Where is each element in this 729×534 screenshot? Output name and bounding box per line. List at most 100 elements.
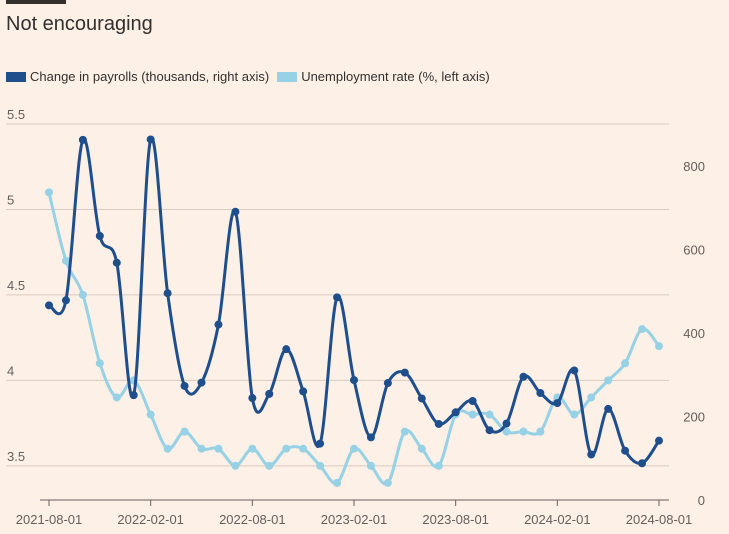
data-point-unemployment [468,410,477,419]
data-point-unemployment [417,444,426,453]
chart-legend: Change in payrolls (thousands, right axi… [6,69,490,84]
data-point-payrolls [316,439,325,448]
data-point-payrolls [587,450,596,459]
data-point-unemployment [519,427,528,436]
data-point-payrolls [163,289,172,298]
data-point-unemployment [434,461,443,470]
data-point-payrolls [451,408,460,417]
data-point-unemployment [146,410,155,419]
data-point-payrolls [366,433,375,442]
data-point-unemployment [366,461,375,470]
data-point-payrolls [231,207,240,216]
data-point-unemployment [383,478,392,487]
data-point-payrolls [197,378,206,387]
data-point-payrolls [468,396,477,405]
data-point-payrolls [638,459,647,468]
y-right-tick-label: 800 [683,159,705,174]
data-point-payrolls [78,135,87,144]
data-point-payrolls [214,320,223,329]
data-point-unemployment [112,393,121,402]
y-left-tick-label: 3.5 [7,449,25,464]
brand-bar [6,0,66,4]
data-point-unemployment [485,410,494,419]
data-point-payrolls [604,404,613,413]
data-point-unemployment [45,188,53,197]
data-point-payrolls [383,379,392,388]
data-point-payrolls [265,389,274,398]
data-point-unemployment [587,393,596,402]
legend-swatch-payrolls [6,71,26,82]
data-point-unemployment [350,444,358,453]
data-point-payrolls [553,399,562,408]
data-point-unemployment [655,342,663,351]
legend-label-unemployment: Unemployment rate (%, left axis) [301,69,490,84]
legend-label-payrolls: Change in payrolls (thousands, right axi… [30,69,270,84]
series-line-unemployment [47,190,661,486]
data-point-payrolls [146,135,155,144]
y-left-tick-label: 4.5 [7,278,25,293]
x-tick-label: 2024-02-01 [524,512,591,527]
data-point-payrolls [502,419,511,428]
y-left-tick-label: 5 [7,192,14,207]
data-point-payrolls [112,258,121,267]
y-right-tick-label: 400 [683,326,705,341]
x-tick-label: 2023-08-01 [422,512,489,527]
legend-swatch-unemployment [277,71,298,82]
data-point-unemployment [282,444,291,453]
data-point-payrolls [180,381,189,390]
data-point-unemployment [214,444,223,453]
data-point-unemployment [621,359,630,368]
data-point-payrolls [248,394,257,403]
data-point-unemployment [197,444,206,453]
data-point-payrolls [621,446,630,455]
series-line-payrolls [47,136,661,466]
y-left-tick-label: 4 [7,363,14,378]
data-point-payrolls [536,389,545,398]
data-point-payrolls [434,419,443,428]
data-point-unemployment [604,376,613,385]
data-point-unemployment [299,444,308,453]
y-right-tick-label: 600 [683,242,705,257]
x-tick-label: 2023-02-01 [321,512,388,527]
data-point-unemployment [638,325,647,334]
data-point-payrolls [282,345,291,354]
data-point-payrolls [95,231,104,240]
legend-item-unemployment: Unemployment rate (%, left axis) [277,69,490,84]
data-point-unemployment [333,478,342,487]
y-right-tick-label: 200 [683,409,705,424]
data-point-unemployment [248,444,257,453]
data-point-unemployment [180,427,189,436]
data-point-payrolls [417,394,426,403]
data-point-payrolls [400,368,409,377]
data-point-payrolls [655,436,663,445]
legend-item-payrolls: Change in payrolls (thousands, right axi… [6,69,269,84]
data-point-unemployment [231,461,240,470]
y-left-tick-label: 5.5 [7,107,25,122]
data-point-unemployment [536,427,545,436]
data-point-unemployment [570,410,579,419]
data-point-payrolls [299,387,308,396]
x-tick-label: 2022-08-01 [219,512,286,527]
data-point-payrolls [333,293,342,302]
data-point-unemployment [400,427,409,436]
data-point-payrolls [129,391,138,400]
data-point-payrolls [485,426,494,435]
x-tick-label: 2022-02-01 [117,512,184,527]
x-tick-label: 2024-08-01 [626,512,693,527]
data-point-unemployment [163,444,172,453]
data-point-payrolls [45,301,53,310]
x-tick-label: 2021-08-01 [16,512,83,527]
chart-title: Not encouraging [6,13,153,35]
data-point-unemployment [316,461,325,470]
data-point-unemployment [78,290,87,299]
data-point-unemployment [61,256,70,265]
data-point-unemployment [95,359,104,368]
data-point-unemployment [502,427,511,436]
data-point-payrolls [61,296,70,305]
data-point-payrolls [570,366,579,375]
y-right-tick-label: 0 [698,493,705,508]
data-point-payrolls [350,376,358,385]
data-point-unemployment [265,461,274,470]
data-point-payrolls [519,372,528,381]
